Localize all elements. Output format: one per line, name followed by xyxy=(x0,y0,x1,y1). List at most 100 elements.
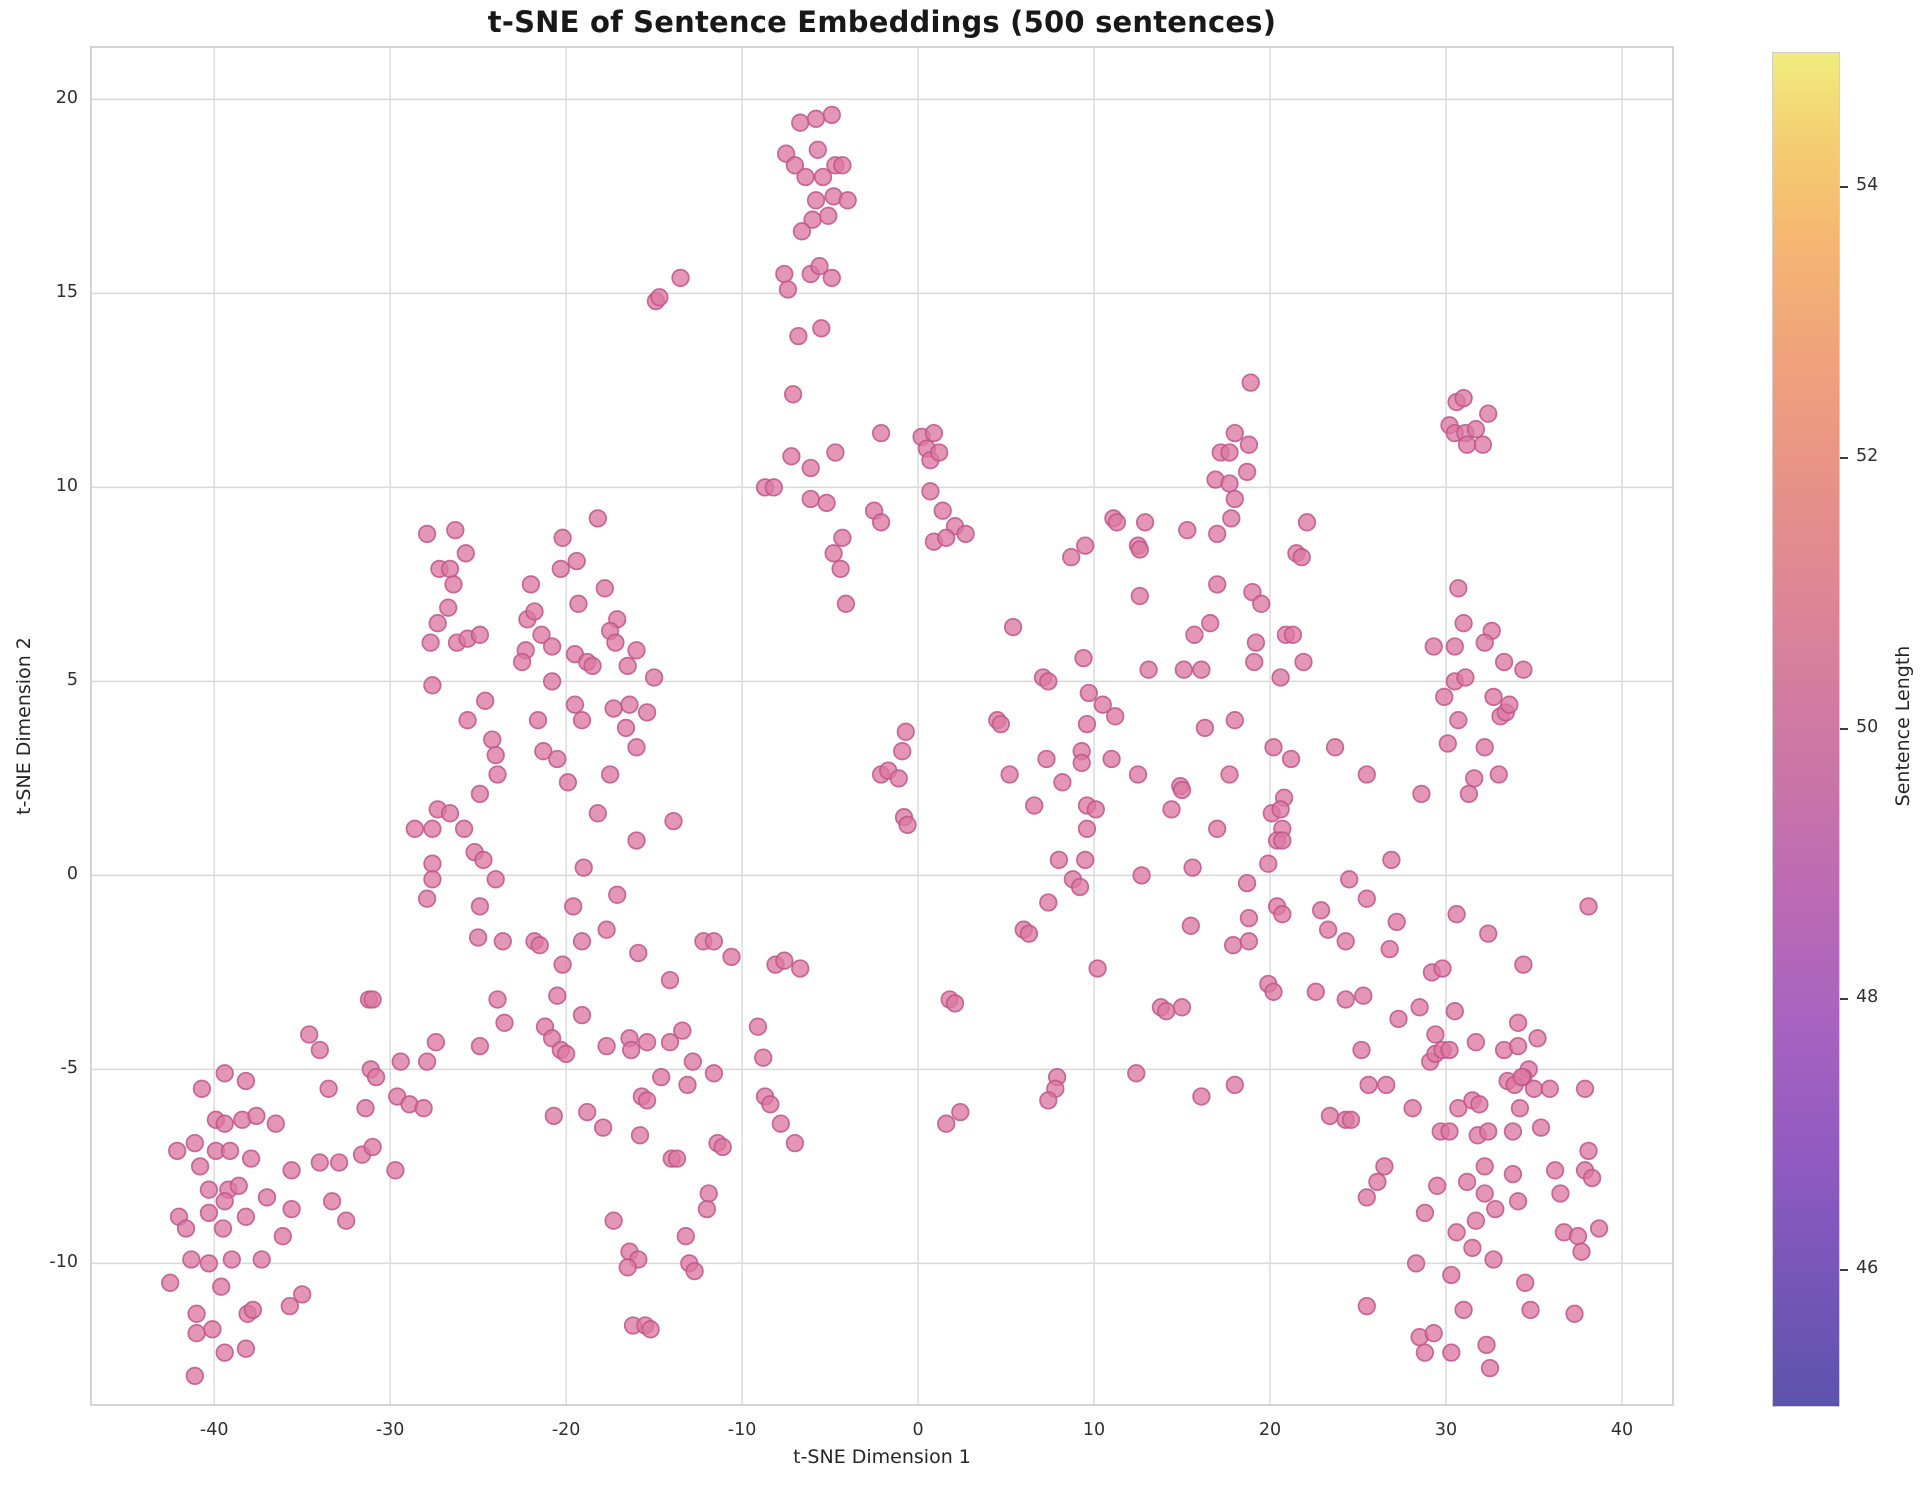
scatter-point xyxy=(593,1118,613,1137)
scatter-point xyxy=(1457,1172,1477,1192)
scatter-point xyxy=(1336,932,1355,951)
colorbar-tick-label: 54 xyxy=(1856,175,1879,196)
scatter-point xyxy=(1003,617,1023,637)
scatter-point xyxy=(542,672,562,691)
scatter-point xyxy=(1354,986,1373,1005)
scatter-point xyxy=(673,1021,692,1040)
scatter-point xyxy=(697,1199,717,1219)
scatter-point xyxy=(806,109,826,128)
scatter-point xyxy=(1572,1242,1591,1261)
scatter-point xyxy=(813,167,833,187)
scatter-point xyxy=(282,1199,301,1219)
scatter-point xyxy=(1389,1009,1408,1029)
scatter-point xyxy=(1132,866,1151,885)
x-tick-label: 40 xyxy=(1610,1420,1634,1440)
y-tick-label: 20 xyxy=(55,88,78,109)
scatter-point xyxy=(1375,1157,1394,1176)
y-axis-label: t-SNE Dimension 2 xyxy=(13,637,35,815)
colorbar-tick-mark xyxy=(1840,998,1848,1001)
scatter-point xyxy=(588,804,607,823)
scatter-point xyxy=(458,711,477,730)
scatter-point xyxy=(530,936,549,955)
scatter-point xyxy=(1107,513,1127,532)
scatter-point xyxy=(1271,800,1290,819)
scatter-point xyxy=(1341,1110,1361,1129)
scatter-point xyxy=(1403,1099,1422,1118)
scatter-point xyxy=(241,1149,261,1168)
scatter-point xyxy=(595,579,614,598)
scatter-point xyxy=(1225,1075,1244,1095)
scatter-point xyxy=(1449,1099,1468,1118)
scatter-point xyxy=(1368,1172,1387,1192)
scatter-point xyxy=(1273,831,1292,850)
scatter-point xyxy=(1475,738,1494,757)
scatter-point xyxy=(1239,932,1259,951)
scatter-point xyxy=(1178,520,1197,540)
scatter-point xyxy=(1271,668,1290,687)
scatter-point xyxy=(212,1277,231,1296)
scatter-point xyxy=(641,1320,660,1339)
scatter-point xyxy=(810,257,829,276)
scatter-point xyxy=(567,551,586,571)
scatter-point xyxy=(423,870,442,889)
scatter-point xyxy=(1531,1118,1551,1137)
scatter-point xyxy=(454,819,474,838)
scatter-point xyxy=(1185,625,1204,644)
scatter-point xyxy=(1241,373,1260,392)
scatter-point xyxy=(1565,1304,1584,1323)
scatter-point xyxy=(310,1040,329,1060)
colorbar-tick-label: 52 xyxy=(1856,445,1879,466)
scatter-point xyxy=(470,784,490,804)
scatter-point xyxy=(1377,1075,1396,1095)
scatter-point xyxy=(1106,707,1125,726)
colorbar-tick-mark xyxy=(1840,1268,1848,1271)
scatter-point xyxy=(1582,1168,1602,1188)
scatter-point xyxy=(722,947,741,967)
scatter-point xyxy=(1473,435,1493,454)
scatter-point xyxy=(704,1064,724,1083)
scatter-point xyxy=(831,559,850,579)
scatter-point xyxy=(187,1304,206,1323)
scatter-point xyxy=(1382,850,1401,870)
scatter-point xyxy=(1357,1296,1376,1316)
scatter-point xyxy=(474,850,493,870)
scatter-point xyxy=(192,1079,212,1098)
scatter-point xyxy=(282,1161,301,1180)
scatter-point xyxy=(1357,765,1376,784)
scatter-point xyxy=(548,749,567,769)
scatter-point xyxy=(1157,1002,1176,1021)
scatter-point xyxy=(600,765,620,784)
scatter-point xyxy=(1494,652,1514,672)
scatter-point xyxy=(1475,1184,1494,1203)
scatter-point xyxy=(1466,1033,1486,1052)
scatter-point xyxy=(1484,1250,1503,1269)
scatter-point xyxy=(1264,738,1283,757)
scatter-point xyxy=(199,1180,219,1199)
scatter-point xyxy=(574,858,593,877)
y-tick-label: 5 xyxy=(66,670,78,691)
scatter-point xyxy=(1074,648,1093,668)
scatter-point xyxy=(512,652,532,672)
scatter-point xyxy=(627,641,646,660)
scatter-point xyxy=(629,943,648,963)
scatter-point xyxy=(660,970,680,990)
scatter-point xyxy=(775,264,794,284)
scatter-point xyxy=(483,730,502,749)
x-tick-label: -10 xyxy=(727,1420,757,1440)
scatter-point xyxy=(608,885,627,904)
scatter-point xyxy=(273,1227,292,1246)
scatter-point xyxy=(620,695,639,714)
scatter-point xyxy=(215,1192,234,1211)
scatter-point xyxy=(1192,660,1211,679)
scatter-point xyxy=(789,326,808,346)
scatter-point xyxy=(553,528,572,547)
scatter-point xyxy=(597,1036,616,1056)
scatter-point xyxy=(627,738,646,757)
scatter-point xyxy=(1181,916,1200,935)
scatter-point xyxy=(1447,1223,1466,1242)
scatter-point xyxy=(199,1254,219,1273)
scatter-point xyxy=(1220,474,1239,493)
scatter-point xyxy=(247,1106,266,1126)
scatter-point xyxy=(1264,982,1283,1001)
